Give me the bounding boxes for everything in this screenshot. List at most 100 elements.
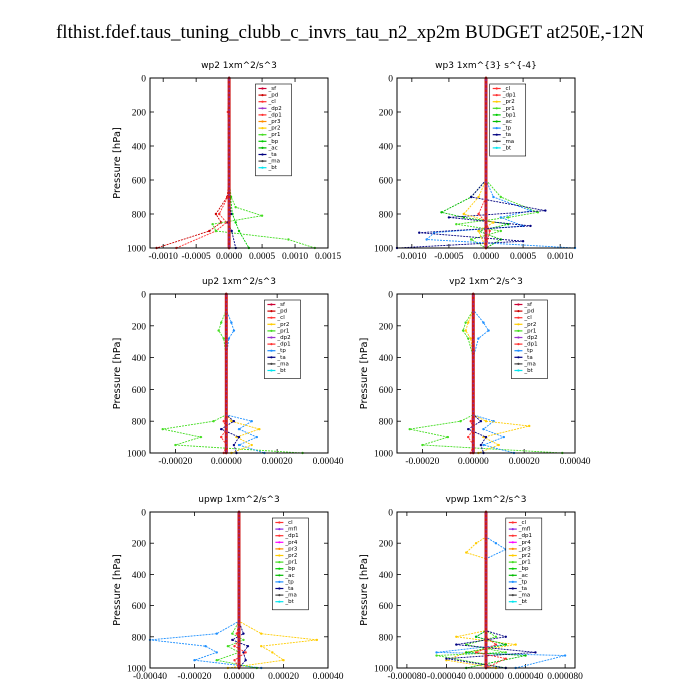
legend-marker	[278, 521, 281, 524]
x-tick-label: 0.000080	[547, 672, 583, 682]
series-point-tp	[435, 651, 438, 654]
zero-profile-point	[224, 356, 228, 359]
x-tick-label: -0.000080	[387, 672, 426, 682]
legend-label: _pr2	[267, 126, 280, 132]
zero-profile-point	[471, 407, 475, 411]
zero-profile-point	[237, 662, 241, 666]
series-point-ta	[220, 427, 223, 431]
series-point-pr1	[214, 229, 218, 233]
series-point-tp	[230, 321, 233, 324]
y-tick-label: 400	[379, 354, 394, 364]
zero-profile-point	[471, 443, 475, 447]
legend-marker	[517, 343, 520, 346]
zero-profile-point	[471, 415, 475, 419]
zero-profile-point	[484, 204, 488, 207]
zero-profile-point	[227, 187, 231, 190]
zero-profile-point	[484, 238, 488, 241]
y-tick-label: 0	[141, 291, 146, 301]
series-point-tp	[204, 644, 207, 648]
legend-marker	[270, 356, 273, 359]
series-point-pr1	[459, 420, 462, 423]
zero-profile-point	[484, 191, 488, 195]
zero-profile-point	[227, 165, 231, 169]
zero-profile-point	[237, 612, 241, 615]
zero-profile-point	[224, 328, 228, 332]
zero-profile-point	[237, 604, 241, 607]
y-tick-label: 400	[379, 571, 394, 581]
series-point-pr1	[499, 195, 503, 199]
series-point-tp	[482, 321, 485, 324]
panel-title: vp2 1xm^2/s^3	[449, 277, 523, 287]
y-tick-label: 600	[132, 386, 147, 396]
zero-profile-point	[471, 372, 475, 375]
zero-profile-point	[224, 308, 228, 312]
zero-profile-point	[237, 530, 241, 533]
series-point-bp	[237, 229, 241, 233]
series-point-tp	[492, 195, 495, 199]
zero-profile-point	[484, 157, 488, 161]
legend-label: _bp	[518, 566, 529, 572]
legend-marker	[278, 587, 281, 590]
legend-label: _pr4	[518, 540, 532, 546]
legend-marker	[270, 343, 273, 346]
zero-profile-point	[224, 360, 228, 363]
zero-profile-point	[227, 85, 231, 88]
zero-profile-point	[471, 392, 475, 395]
series-point-pr2	[514, 643, 517, 646]
zero-profile-point	[237, 623, 241, 627]
zero-profile-point	[484, 557, 488, 561]
zero-profile-point	[471, 356, 475, 359]
zero-profile-point	[237, 592, 241, 596]
legend-marker	[517, 303, 520, 306]
series-point-pr1	[435, 654, 438, 657]
y-tick-label: 1000	[127, 450, 146, 460]
zero-profile-point	[471, 364, 475, 367]
legend-label: _pr1	[284, 560, 297, 566]
zero-profile-point	[484, 514, 488, 518]
legend-label: _pr3	[267, 119, 281, 125]
zero-profile-point	[224, 324, 228, 328]
zero-profile-point	[484, 600, 488, 603]
series-point-pr1	[174, 443, 177, 447]
series-point-bp	[234, 221, 237, 224]
y-tick-label: 600	[379, 386, 394, 396]
zero-profile-point	[237, 651, 241, 654]
legend: _sf_pd_cl_dp2_dp1_pr3_pr2_pr1_bp_ac_ta_m…	[255, 83, 292, 177]
chart-panel-4: vp2 1xm^2/s^3 Pressure [hPa] 0 200 400 600 800…	[359, 277, 591, 467]
y-tick-label: 0	[141, 509, 146, 519]
zero-profile-point	[227, 221, 231, 224]
x-tick-label: -0.0010	[149, 252, 179, 262]
legend-marker	[278, 594, 281, 597]
y-tick-label: 400	[132, 143, 147, 153]
zero-profile-point	[227, 216, 231, 220]
legend-marker	[278, 534, 281, 537]
series-point-ta	[479, 420, 483, 423]
x-tick-label: 0.00000	[211, 457, 242, 467]
zero-profile-point	[484, 608, 488, 611]
series-point-dp1	[467, 435, 470, 439]
series-point-ta	[231, 638, 234, 642]
zero-profile-point	[484, 195, 488, 199]
zero-profile-point	[237, 658, 241, 662]
x-tick-label: -0.00020	[405, 457, 439, 467]
zero-profile-point	[227, 144, 231, 148]
x-tick-label: -0.00020	[158, 457, 192, 467]
zero-profile-point	[484, 534, 488, 537]
zero-profile-point	[224, 423, 228, 427]
series-point-pr1	[408, 427, 411, 431]
zero-profile-point	[484, 651, 488, 654]
legend-label: _ta	[284, 586, 293, 592]
series-point-ac	[504, 643, 507, 646]
zero-profile-point	[237, 588, 241, 592]
series-point-ta	[467, 427, 470, 431]
legend-box	[264, 299, 301, 379]
series-point-ta	[445, 657, 448, 660]
series-point-ta	[529, 224, 532, 228]
series-point-ta	[246, 644, 250, 648]
series-point-pr1	[536, 211, 540, 214]
chart-panel-1: wp2 1xm^2/s^3 Pressure [hPa] 0 200 400 600 800…	[112, 61, 341, 262]
zero-profile-point	[484, 592, 488, 596]
y-tick-label: 800	[132, 633, 147, 643]
series-point-pr1	[499, 229, 503, 233]
legend-label: _pr2	[518, 553, 531, 559]
